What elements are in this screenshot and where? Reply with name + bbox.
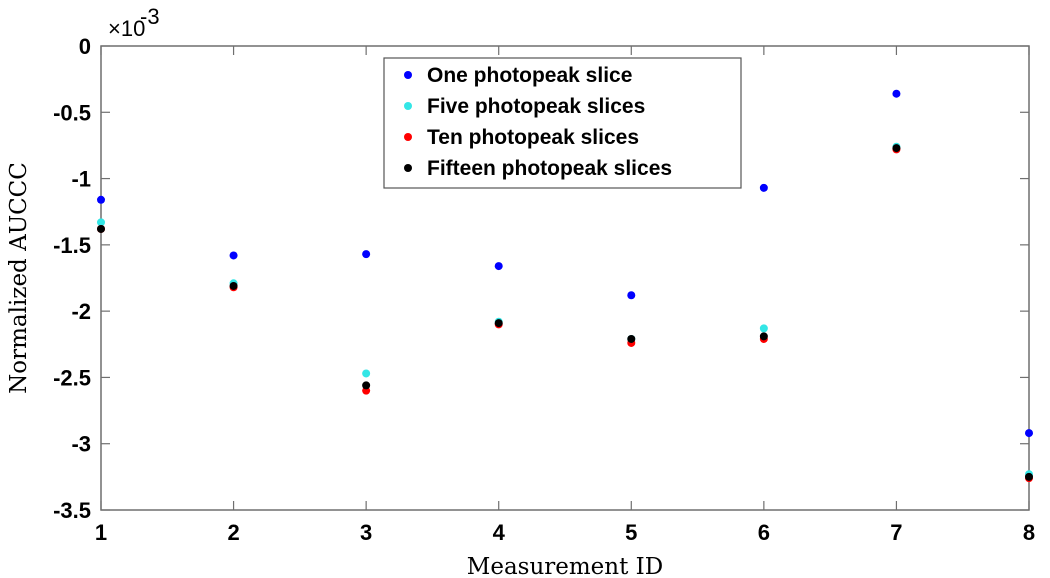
data-point	[97, 218, 105, 227]
data-point	[1025, 429, 1033, 438]
data-point	[362, 250, 371, 259]
legend-label: Fifteen photopeak slices	[427, 157, 672, 180]
y-multiplier-exponent: -3	[140, 4, 160, 29]
x-tick-label: 3	[360, 520, 372, 545]
y-tick-label: -2.5	[53, 365, 91, 390]
y-tick-label: -1	[71, 167, 91, 192]
data-point	[97, 195, 105, 204]
x-tick-label: 6	[758, 520, 770, 545]
x-tick-label: 1	[95, 520, 107, 545]
x-tick-label: 2	[227, 520, 239, 545]
data-point	[494, 262, 503, 271]
y-tick-label: 0	[79, 34, 91, 59]
y-axis-multiplier: ×10 -3	[108, 4, 160, 41]
x-tick-label: 7	[890, 520, 902, 545]
data-point	[892, 89, 901, 98]
y-multiplier-base: ×10	[108, 16, 145, 41]
legend-marker	[404, 102, 412, 110]
x-axis-title: Measurement ID	[467, 554, 663, 578]
x-tick-label: 4	[493, 520, 506, 545]
y-tick-label: -1.5	[53, 233, 91, 258]
legend-box	[383, 57, 742, 189]
axis-ticks: 1 2 3 4 5 6 7 8 0 -0.5 -1 -1.5 -2 -2.5 -3 -3.5	[53, 34, 1035, 545]
data-point	[759, 324, 768, 333]
legend-marker	[404, 71, 412, 79]
data-points	[97, 89, 1033, 483]
legend-label: Five photopeak slices	[427, 95, 645, 118]
data-point	[97, 224, 105, 233]
y-tick-label: -2	[71, 299, 91, 324]
data-point	[362, 381, 371, 390]
data-point	[362, 369, 371, 378]
y-tick-label: -0.5	[53, 100, 91, 125]
y-axis-title: Normalized AUCCC	[6, 162, 32, 394]
legend-label: One photopeak slice	[427, 64, 632, 87]
data-point	[627, 291, 636, 300]
x-tick-label: 5	[625, 520, 637, 545]
series-1-points	[97, 89, 1033, 438]
legend-label: Ten photopeak slices	[427, 126, 639, 149]
x-tick-label: 8	[1023, 520, 1035, 545]
y-tick-label: -3.5	[53, 498, 91, 523]
data-point	[759, 332, 768, 341]
data-point	[494, 319, 503, 328]
series-4-points	[97, 144, 1033, 481]
data-point	[229, 251, 238, 260]
data-point	[892, 144, 901, 153]
legend: One photopeak slice Five photopeak slices…	[383, 57, 742, 189]
legend-marker	[404, 133, 412, 141]
legend-marker	[404, 164, 412, 172]
data-point	[759, 183, 768, 192]
data-point	[1025, 472, 1033, 481]
data-point	[229, 281, 238, 290]
y-tick-label: -3	[71, 432, 91, 457]
data-point	[627, 334, 636, 343]
